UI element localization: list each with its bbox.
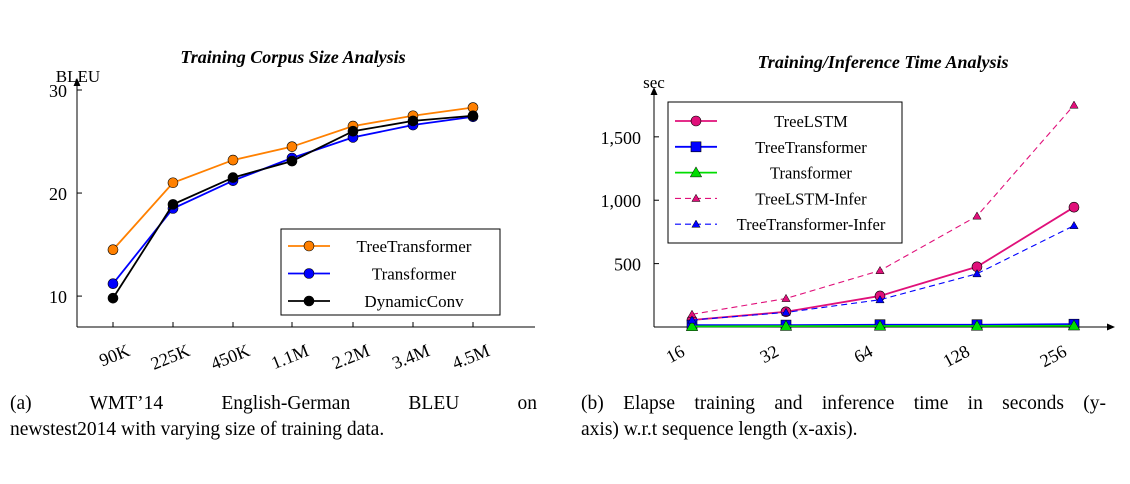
legend-marker	[303, 240, 315, 252]
series-dynamicconv	[107, 110, 479, 304]
data-point	[1069, 220, 1079, 229]
series-line-treetransformer-infer	[691, 225, 1075, 321]
data-point	[167, 177, 179, 189]
chart-b-xtick-label: 16	[663, 341, 688, 367]
series-transformer	[685, 319, 1081, 331]
data-point	[107, 278, 119, 290]
legend-marker	[691, 219, 701, 228]
series-treetransformer-infer	[687, 220, 1079, 324]
chart-b-title: Training/Inference Time Analysis	[757, 52, 1008, 72]
chart-a-xtick-label: 2.2M	[329, 340, 372, 373]
chart-a-xtick-label: 1.1M	[268, 340, 311, 373]
chart-b-svg: Training/Inference Time Analysis sec 500 1,…	[601, 52, 1115, 371]
series-treelstm-infer	[687, 100, 1079, 318]
data-point	[779, 319, 793, 331]
caption-b-line2: axis) w.r.t sequence length (x-axis).	[581, 419, 858, 440]
chart-a-y-arrow	[73, 78, 81, 86]
legend-label-treetransformer-infer: TreeTransformer-Infer	[737, 215, 886, 234]
data-point	[347, 125, 359, 137]
data-point	[107, 244, 119, 256]
chart-a: Training Corpus Size Analysis BLEU 10 20 30 9…	[0, 0, 560, 479]
caption-a: (a) WMT’14 English-German BLEU on newste…	[10, 391, 537, 443]
chart-a-xtick-label: 3.4M	[389, 340, 432, 373]
legend-marker	[690, 141, 702, 153]
data-point	[781, 307, 791, 316]
legend-marker	[303, 295, 315, 307]
legend-label-dynamicconv: DynamicConv	[364, 292, 464, 311]
chart-a-svg: Training Corpus Size Analysis BLEU 10 20 30 9…	[49, 47, 535, 374]
chart-a-ytick-label: 10	[49, 287, 67, 307]
series-line-treetransformer	[112, 106, 474, 251]
data-point	[972, 269, 982, 278]
chart-a-xtick-label: 90K	[96, 340, 132, 370]
chart-b-xtick-label: 128	[940, 341, 973, 371]
legend-label-treetransformer: TreeTransformer	[357, 237, 472, 256]
chart-b-y-arrow	[650, 87, 658, 95]
data-point	[685, 320, 699, 331]
chart-b-ytick-label: 1,000	[601, 191, 642, 211]
data-point	[687, 315, 697, 324]
caption-b-line1: (b) Elapse training and inference time i…	[581, 393, 1106, 414]
data-point	[1067, 319, 1081, 331]
chart-a-ylabel: BLEU	[56, 67, 100, 86]
legend-label-treetransformer: TreeTransformer	[755, 138, 867, 157]
chart-a-xtick-label: 450K	[208, 340, 253, 374]
data-point	[227, 154, 239, 166]
data-point	[1069, 100, 1079, 109]
data-point	[1068, 201, 1080, 213]
chart-b-legend: TreeLSTM TreeTransformer Transformer TreeLS…	[667, 101, 903, 244]
legend-label-transformer: Transformer	[770, 164, 852, 183]
chart-b-xtick-label: 64	[851, 341, 876, 367]
data-point	[227, 172, 239, 183]
chart-b: Training/Inference Time Analysis sec 500 1,…	[565, 0, 1130, 479]
data-point	[875, 265, 885, 274]
data-point	[407, 115, 419, 127]
chart-a-title: Training Corpus Size Analysis	[180, 47, 405, 67]
legend-label-transformer: Transformer	[372, 265, 457, 284]
chart-a-ytick-label: 20	[49, 184, 67, 204]
legend-marker	[303, 268, 315, 279]
chart-b-ylabel: sec	[643, 73, 665, 92]
chart-b-xtick-label: 32	[757, 341, 782, 367]
legend-label-treelstm-infer: TreeLSTM-Infer	[755, 189, 867, 208]
chart-b-ytick-label: 500	[614, 255, 641, 275]
chart-a-legend: TreeTransformer Transformer DynamicConv	[280, 228, 501, 316]
legend-marker	[689, 166, 703, 178]
data-point	[107, 292, 119, 304]
legend-marker	[691, 193, 701, 202]
chart-a-xtick-label: 4.5M	[449, 340, 492, 373]
data-point	[167, 199, 179, 210]
legend-label-treelstm: TreeLSTM	[774, 112, 848, 131]
caption-a-line1: (a) WMT’14 English-German BLEU on	[10, 393, 537, 414]
chart-a-ytick-label: 30	[49, 81, 67, 101]
data-point	[970, 319, 984, 331]
data-point	[781, 293, 791, 302]
chart-b-x-arrow	[1107, 323, 1115, 331]
data-point	[286, 141, 298, 152]
chart-a-xtick-label: 225K	[148, 340, 193, 374]
legend-marker	[690, 115, 702, 127]
caption-b: (b) Elapse training and inference time i…	[581, 391, 1106, 443]
chart-b-ytick-label: 1,500	[601, 128, 642, 148]
chart-b-xtick-label: 256	[1037, 341, 1070, 371]
data-point	[467, 110, 479, 122]
data-point	[286, 155, 298, 167]
data-point	[873, 319, 887, 331]
data-point	[972, 211, 982, 220]
caption-a-line2: newstest2014 with varying size of traini…	[10, 419, 385, 440]
data-point	[875, 295, 885, 304]
